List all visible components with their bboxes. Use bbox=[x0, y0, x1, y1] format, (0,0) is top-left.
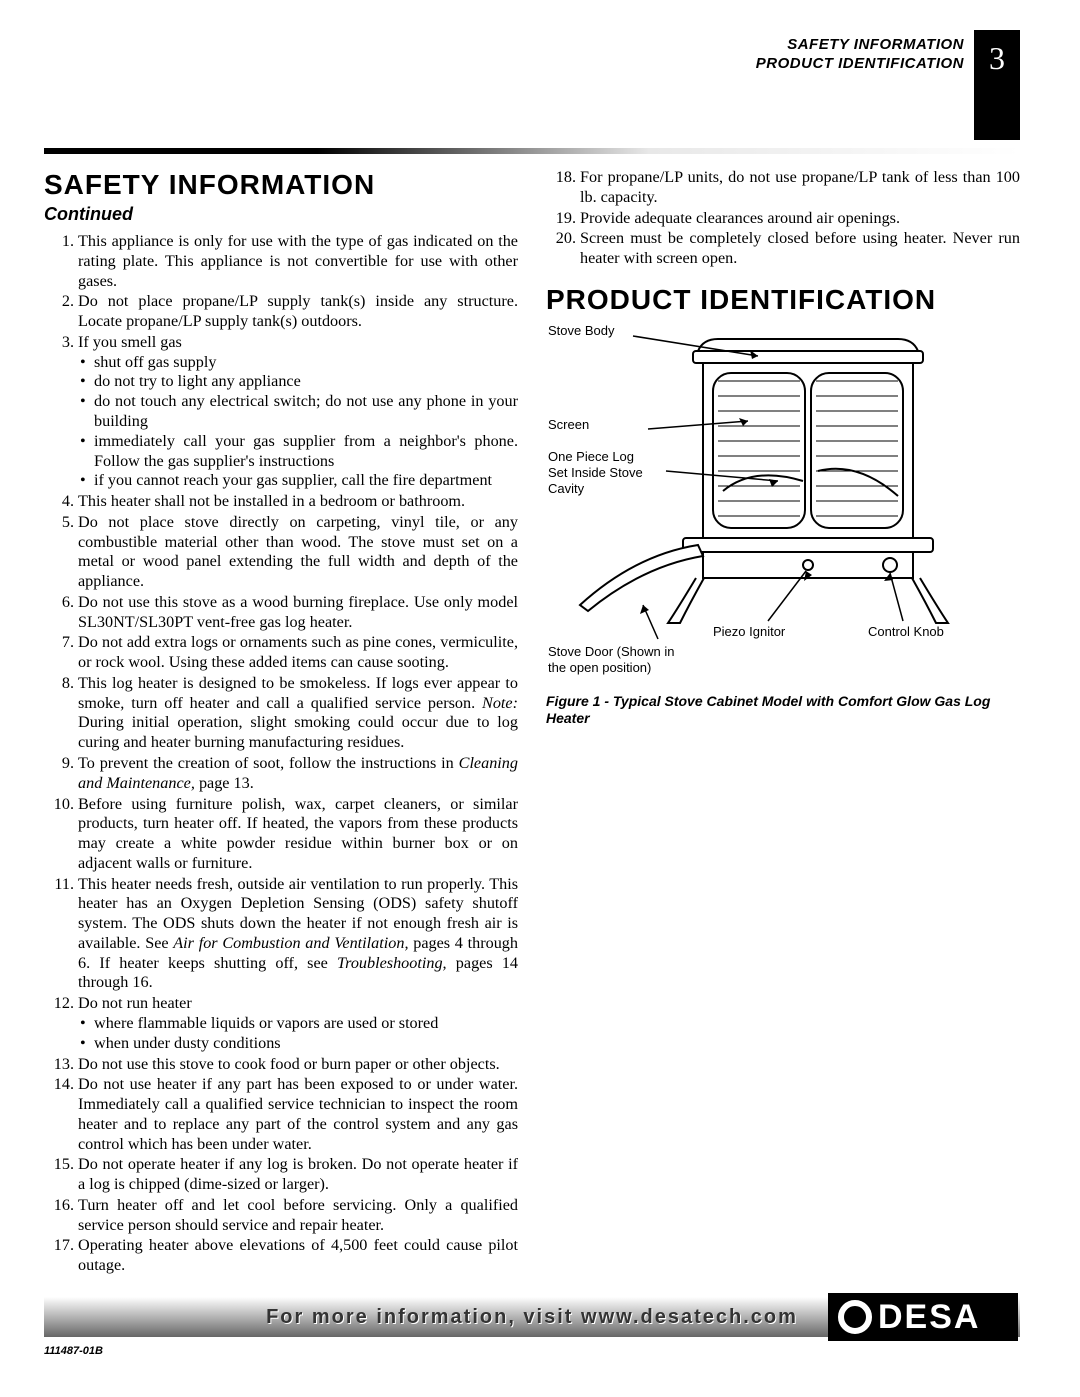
smell-gas-sublist: shut off gas supply do not try to light … bbox=[78, 353, 518, 491]
sub-item: shut off gas supply bbox=[78, 353, 518, 373]
main-content: SAFETY INFORMATION Continued This applia… bbox=[44, 168, 1020, 1277]
sub-item: do not touch any electrical switch; do n… bbox=[78, 392, 518, 432]
safety-item: To prevent the creation of soot, follow … bbox=[44, 754, 518, 794]
safety-item: This log heater is designed to be smokel… bbox=[44, 674, 518, 753]
safety-item: This appliance is only for use with the … bbox=[44, 232, 518, 291]
label-piezo: Piezo Ignitor bbox=[713, 624, 786, 639]
safety-text: Do not add extra logs or ornaments such … bbox=[78, 633, 518, 671]
safety-item: Do not operate heater if any log is brok… bbox=[44, 1155, 518, 1195]
label-door-2: the open position) bbox=[548, 660, 651, 675]
logo-ring-icon bbox=[838, 1300, 872, 1334]
safety-text: Before using furniture polish, wax, carp… bbox=[78, 795, 518, 872]
safety-text: Do not use heater if any part has been e… bbox=[78, 1075, 518, 1152]
logo-word: DESA bbox=[878, 1298, 980, 1337]
safety-text: Operating heater above elevations of 4,5… bbox=[78, 1236, 518, 1274]
safety-text: Screen must be completely closed before … bbox=[580, 229, 1020, 267]
note-label: Note: bbox=[482, 694, 518, 712]
safety-text: If you smell gas bbox=[78, 333, 182, 351]
continued-label: Continued bbox=[44, 204, 518, 226]
safety-text: Do not run heater bbox=[78, 994, 192, 1012]
stove-diagram: Stove Body Screen One Piece Log Set Insi… bbox=[546, 321, 1020, 681]
page-header: SAFETY INFORMATION PRODUCT IDENTIFICATIO… bbox=[756, 30, 1020, 140]
sub-item: where flammable liquids or vapors are us… bbox=[78, 1014, 518, 1034]
header-divider bbox=[44, 148, 1020, 154]
safety-text: Do not place stove directly on carpeting… bbox=[78, 513, 518, 590]
safety-text: This log heater is designed to be smokel… bbox=[78, 674, 518, 712]
sub-item: if you cannot reach your gas supplier, c… bbox=[78, 471, 518, 491]
safety-title: SAFETY INFORMATION bbox=[44, 168, 518, 202]
safety-item: This heater needs fresh, outside air ven… bbox=[44, 875, 518, 994]
sub-item: when under dusty conditions bbox=[78, 1034, 518, 1054]
safety-item: If you smell gas shut off gas supply do … bbox=[44, 333, 518, 491]
safety-text: To prevent the creation of soot, follow … bbox=[78, 754, 459, 772]
header-line-2: PRODUCT IDENTIFICATION bbox=[756, 55, 964, 74]
safety-text: Do not operate heater if any log is brok… bbox=[78, 1155, 518, 1193]
sub-item: immediately call your gas supplier from … bbox=[78, 432, 518, 472]
safety-item: Do not use heater if any part has been e… bbox=[44, 1075, 518, 1154]
footer-text: For more information, visit www.desatech… bbox=[266, 1306, 798, 1329]
safety-item: Operating heater above elevations of 4,5… bbox=[44, 1236, 518, 1276]
brand-logo: DESA bbox=[828, 1293, 1018, 1341]
safety-item: Screen must be completely closed before … bbox=[546, 229, 1020, 269]
figure-caption: Figure 1 - Typical Stove Cabinet Model w… bbox=[546, 693, 1020, 728]
safety-text: Provide adequate clearances around air o… bbox=[580, 209, 900, 227]
safety-text: This heater shall not be installed in a … bbox=[78, 492, 465, 510]
sub-item: do not try to light any appliance bbox=[78, 372, 518, 392]
label-screen: Screen bbox=[548, 417, 589, 432]
safety-item: Provide adequate clearances around air o… bbox=[546, 209, 1020, 229]
safety-text: Turn heater off and let cool before serv… bbox=[78, 1196, 518, 1234]
safety-item: Do not use this stove to cook food or bu… bbox=[44, 1055, 518, 1075]
safety-text: Do not use this stove as a wood burning … bbox=[78, 593, 518, 631]
document-number: 111487-01B bbox=[44, 1345, 103, 1357]
label-logset-2: Set Inside Stove bbox=[548, 465, 643, 480]
safety-item: Do not use this stove as a wood burning … bbox=[44, 593, 518, 633]
safety-text: This appliance is only for use with the … bbox=[78, 232, 518, 290]
safety-text: page 13. bbox=[195, 774, 254, 792]
safety-text: During initial operation, slight smoking… bbox=[78, 713, 518, 751]
header-lines: SAFETY INFORMATION PRODUCT IDENTIFICATIO… bbox=[756, 30, 974, 140]
safety-text: Do not use this stove to cook food or bu… bbox=[78, 1055, 500, 1073]
label-stove-body: Stove Body bbox=[548, 323, 615, 338]
label-logset-3: Cavity bbox=[548, 481, 585, 496]
safety-item: Before using furniture polish, wax, carp… bbox=[44, 795, 518, 874]
safety-text: For propane/LP units, do not use propane… bbox=[580, 168, 1020, 206]
ref-ital: Air for Combustion and Ventilation, bbox=[173, 934, 408, 952]
label-logset-1: One Piece Log bbox=[548, 449, 634, 464]
product-id-title: PRODUCT IDENTIFICATION bbox=[546, 283, 1020, 317]
product-diagram-block: Stove Body Screen One Piece Log Set Insi… bbox=[546, 321, 1020, 728]
safety-item: Do not run heater where flammable liquid… bbox=[44, 994, 518, 1053]
safety-item: This heater shall not be installed in a … bbox=[44, 492, 518, 512]
safety-item: Do not place stove directly on carpeting… bbox=[44, 513, 518, 592]
safety-item: Do not place propane/LP supply tank(s) i… bbox=[44, 292, 518, 332]
safety-text: Do not place propane/LP supply tank(s) i… bbox=[78, 292, 518, 330]
header-line-1: SAFETY INFORMATION bbox=[756, 36, 964, 55]
safety-item: Turn heater off and let cool before serv… bbox=[44, 1196, 518, 1236]
label-knob: Control Knob bbox=[868, 624, 944, 639]
safety-item: Do not add extra logs or ornaments such … bbox=[44, 633, 518, 673]
label-door-1: Stove Door (Shown in bbox=[548, 644, 674, 659]
page-number-badge: 3 bbox=[974, 30, 1020, 140]
run-heater-sublist: where flammable liquids or vapors are us… bbox=[78, 1014, 518, 1054]
ref-ital: Troubleshooting, bbox=[337, 954, 447, 972]
safety-item: For propane/LP units, do not use propane… bbox=[546, 168, 1020, 208]
